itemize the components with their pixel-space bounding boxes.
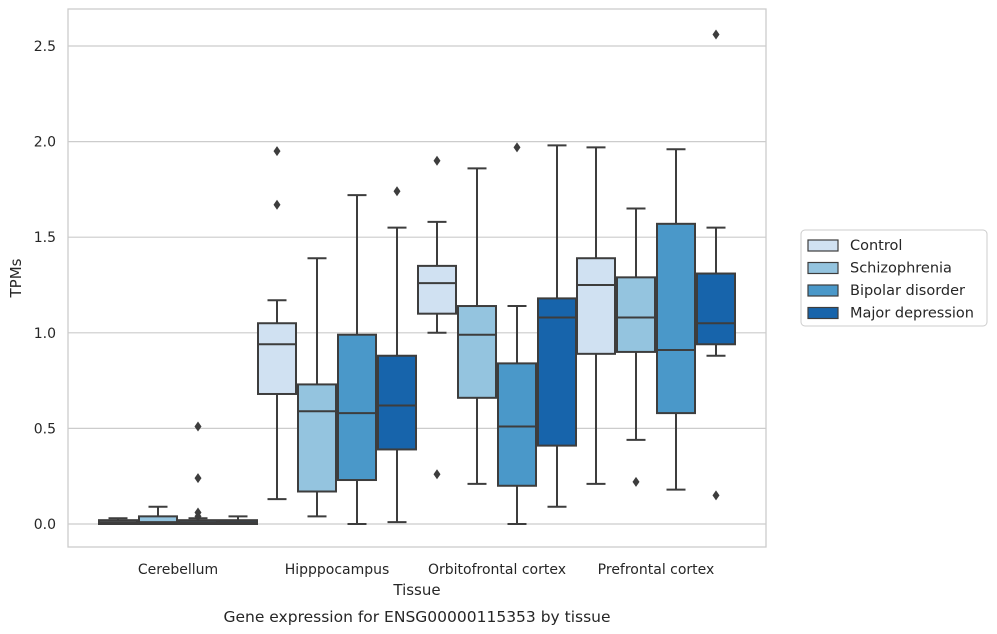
legend-label: Bipolar disorder bbox=[850, 283, 965, 299]
outlier-point bbox=[712, 490, 720, 501]
outlier-point bbox=[194, 421, 202, 432]
legend-label: Schizophrenia bbox=[850, 261, 952, 277]
legend-label: Control bbox=[850, 238, 902, 254]
y-tick-labels: 0.0 0.5 1.0 1.5 2.0 2.5 bbox=[34, 39, 56, 533]
box-schizophrenia bbox=[457, 167, 497, 485]
box-iqr bbox=[537, 297, 577, 447]
box-iqr bbox=[696, 272, 736, 346]
legend-swatch bbox=[807, 261, 839, 275]
box-bipolar-disorder bbox=[337, 194, 377, 525]
outlier-point bbox=[712, 29, 720, 40]
outlier-point bbox=[433, 155, 441, 166]
box-major-depression bbox=[696, 29, 736, 501]
box-iqr bbox=[656, 222, 696, 415]
plot-frame bbox=[67, 8, 767, 548]
x-tick-labels: Cerebellum Hipppocampus Orbitofrontal cort… bbox=[138, 562, 714, 578]
x-tick-label: Prefrontal cortex bbox=[598, 562, 715, 578]
box-schizophrenia bbox=[297, 257, 337, 518]
box-major-depression bbox=[218, 515, 258, 526]
box-iqr bbox=[497, 362, 537, 487]
box-bipolar-disorder bbox=[656, 148, 696, 491]
box-iqr bbox=[377, 354, 417, 451]
x-tick-label: Hipppocampus bbox=[285, 562, 390, 578]
outlier-point bbox=[433, 469, 441, 480]
y-tick-label: 2.0 bbox=[34, 135, 56, 151]
box-major-depression bbox=[537, 144, 577, 508]
box-iqr bbox=[337, 333, 377, 482]
box-major-depression bbox=[377, 186, 417, 524]
legend-swatch bbox=[807, 306, 839, 320]
gridlines bbox=[68, 45, 766, 525]
box-bipolar-disorder bbox=[178, 421, 218, 526]
legend-label: Major depression bbox=[850, 306, 974, 322]
x-axis-title: Tissue bbox=[392, 581, 440, 599]
y-tick-label: 1.0 bbox=[34, 326, 56, 342]
x-tick-label: Orbitofrontal cortex bbox=[428, 562, 566, 578]
box-iqr bbox=[616, 276, 656, 353]
outlier-point bbox=[194, 507, 202, 518]
outlier-point bbox=[273, 146, 281, 157]
box-iqr bbox=[417, 264, 457, 315]
y-tick-label: 1.5 bbox=[34, 230, 56, 246]
y-tick-label: 2.5 bbox=[34, 39, 56, 55]
box-iqr bbox=[457, 305, 497, 399]
box-control bbox=[417, 155, 457, 480]
box-schizophrenia bbox=[616, 207, 656, 487]
box-control bbox=[257, 146, 297, 501]
x-tick-label: Cerebellum bbox=[138, 562, 218, 578]
legend-frame bbox=[800, 229, 988, 327]
box-bipolar-disorder bbox=[497, 142, 537, 525]
y-tick-label: 0.5 bbox=[34, 421, 56, 437]
y-tick-label: 0.0 bbox=[34, 517, 56, 533]
box-iqr bbox=[297, 383, 337, 493]
legend: Control Schizophrenia Bipolar disorder Majo… bbox=[800, 229, 988, 327]
box-iqr bbox=[257, 322, 297, 395]
legend-swatch bbox=[807, 284, 839, 297]
box-control bbox=[98, 517, 138, 526]
chart-caption: Gene expression for ENSG00000115353 by t… bbox=[223, 608, 610, 626]
box-schizophrenia bbox=[138, 505, 178, 525]
boxes-layer bbox=[98, 29, 736, 526]
box-iqr bbox=[138, 515, 178, 525]
legend-swatch bbox=[807, 239, 839, 252]
outlier-point bbox=[273, 199, 281, 210]
outlier-point bbox=[632, 476, 640, 487]
y-axis-title: TPMs bbox=[7, 258, 25, 298]
box-iqr bbox=[576, 257, 616, 355]
box-control bbox=[576, 146, 616, 485]
outlier-point bbox=[393, 186, 401, 197]
outlier-point bbox=[513, 142, 521, 153]
outlier-point bbox=[194, 473, 202, 484]
